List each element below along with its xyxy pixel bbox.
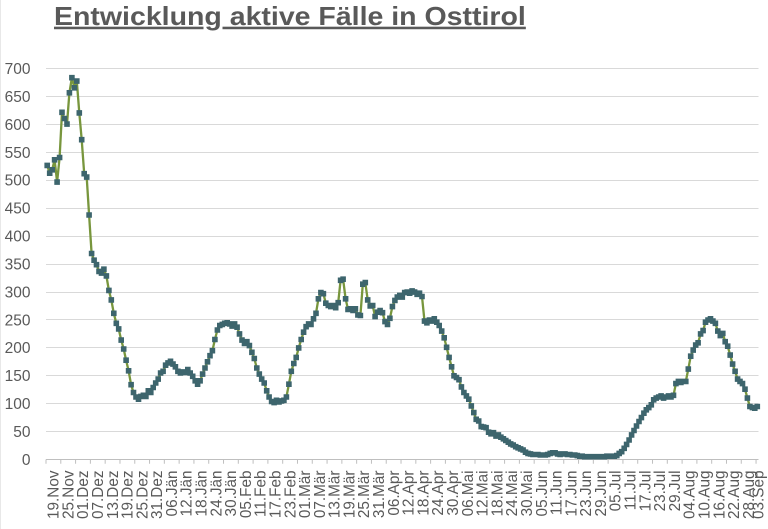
svg-text:500: 500 (5, 173, 31, 190)
svg-text:150: 150 (5, 368, 31, 385)
svg-text:17.Feb: 17.Feb (268, 471, 285, 519)
svg-text:400: 400 (5, 229, 31, 246)
svg-text:30.Mai: 30.Mai (519, 471, 536, 517)
svg-text:18.Apr: 18.Apr (415, 471, 432, 516)
svg-text:17.Jun: 17.Jun (563, 471, 580, 517)
svg-text:17.Jul: 17.Jul (637, 471, 654, 512)
svg-text:12.Jän: 12.Jän (179, 471, 196, 517)
svg-text:30.Apr: 30.Apr (445, 471, 462, 516)
svg-text:10.Aug: 10.Aug (697, 471, 714, 519)
svg-text:16.Aug: 16.Aug (711, 471, 728, 519)
svg-text:12.Apr: 12.Apr (401, 471, 418, 516)
svg-text:05.Feb: 05.Feb (238, 471, 255, 519)
svg-text:01.Mär: 01.Mär (297, 471, 314, 519)
svg-text:24.Jän: 24.Jän (208, 471, 225, 517)
svg-text:31.Mär: 31.Mär (371, 471, 388, 519)
svg-text:550: 550 (5, 145, 31, 162)
svg-text:200: 200 (5, 340, 31, 357)
svg-text:250: 250 (5, 312, 31, 329)
svg-text:29.Jun: 29.Jun (593, 471, 610, 517)
svg-text:06.Jän: 06.Jän (164, 471, 181, 517)
svg-text:Entwicklung aktive Fälle in Os: Entwicklung aktive Fälle in Osttirol (54, 2, 526, 30)
svg-text:23.Jul: 23.Jul (652, 471, 669, 512)
svg-text:07.Dez: 07.Dez (90, 471, 107, 519)
svg-text:13.Dez: 13.Dez (105, 471, 122, 519)
svg-text:25.Nov: 25.Nov (60, 470, 77, 519)
svg-text:05.Jun: 05.Jun (534, 471, 551, 517)
svg-text:18.Jän: 18.Jän (194, 471, 211, 517)
svg-text:13.Mär: 13.Mär (327, 471, 344, 519)
svg-text:03.Sep: 03.Sep (751, 471, 768, 519)
svg-text:05.Jul: 05.Jul (608, 471, 625, 512)
svg-text:25.Mär: 25.Mär (356, 471, 373, 519)
svg-text:12.Mai: 12.Mai (475, 471, 492, 517)
svg-text:31.Dez: 31.Dez (149, 471, 166, 519)
svg-text:19.Mär: 19.Mär (342, 471, 359, 519)
svg-text:11.Jun: 11.Jun (549, 471, 566, 516)
svg-text:450: 450 (5, 201, 31, 218)
svg-text:11.Feb: 11.Feb (253, 471, 270, 518)
svg-text:30.Jän: 30.Jän (223, 471, 240, 517)
svg-text:650: 650 (5, 89, 31, 106)
svg-text:28.Aug: 28.Aug (741, 471, 758, 519)
svg-text:04.Aug: 04.Aug (682, 471, 699, 519)
svg-text:23.Feb: 23.Feb (282, 471, 299, 519)
svg-text:700: 700 (5, 61, 31, 78)
svg-text:100: 100 (5, 396, 31, 413)
svg-text:29.Jul: 29.Jul (667, 471, 684, 512)
svg-text:06.Mai: 06.Mai (460, 471, 477, 517)
svg-text:18.Mai: 18.Mai (489, 471, 506, 517)
svg-text:25.Dez: 25.Dez (134, 471, 151, 519)
svg-text:300: 300 (5, 284, 31, 301)
svg-text:06.Apr: 06.Apr (386, 471, 403, 516)
svg-text:11.Jul: 11.Jul (623, 471, 640, 511)
svg-text:50: 50 (13, 424, 31, 441)
svg-text:01.Dez: 01.Dez (75, 471, 92, 519)
svg-text:24.Apr: 24.Apr (430, 471, 447, 516)
svg-text:600: 600 (5, 117, 31, 134)
svg-text:350: 350 (5, 256, 31, 273)
svg-text:22.Aug: 22.Aug (726, 471, 743, 519)
svg-text:07.Mär: 07.Mär (312, 471, 329, 519)
svg-text:23.Jun: 23.Jun (578, 471, 595, 517)
svg-text:0: 0 (22, 452, 31, 469)
svg-text:24.Mai: 24.Mai (504, 471, 521, 517)
svg-text:19.Dez: 19.Dez (120, 471, 137, 519)
svg-text:19.Nov: 19.Nov (46, 470, 63, 519)
